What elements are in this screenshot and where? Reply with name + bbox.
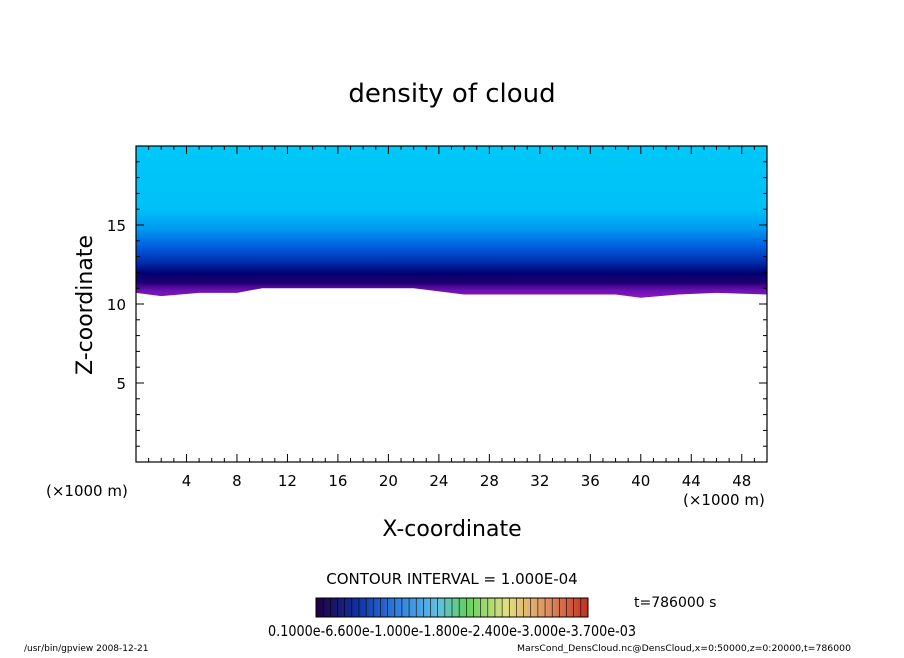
x-tick-label: 24 <box>429 472 448 490</box>
y-tick-label: 10 <box>107 296 126 314</box>
time-label: t=786000 s <box>634 595 716 611</box>
footer-right: MarsCond_DensCloud.nc@DensCloud,x=0:5000… <box>517 644 851 654</box>
x-tick-label: 40 <box>631 472 650 490</box>
cloud-density-field <box>136 146 767 298</box>
x-tick-label: 12 <box>278 472 297 490</box>
footer-left: /usr/bin/gpview 2008-12-21 <box>24 644 148 654</box>
chart-title: density of cloud <box>348 79 555 109</box>
x-axis-label: X-coordinate <box>382 517 521 542</box>
x-tick-label: 20 <box>379 472 398 490</box>
x-axis-unit-left: (×1000 m) <box>46 482 128 500</box>
plot-area <box>136 146 767 298</box>
colorbar-contour-lines <box>322 598 582 617</box>
y-axis-ticks: 5 10 15 <box>107 161 767 447</box>
x-tick-label: 48 <box>732 472 751 490</box>
x-axis-ticks: 4 8 12 16 20 24 28 32 36 40 44 48 <box>148 146 755 490</box>
y-tick-label: 15 <box>107 217 126 235</box>
colorbar-tick-labels: 0.1000e-6.600e-1.000e-1.800e-2.400e-3.00… <box>268 622 636 640</box>
contour-interval-label: CONTOUR INTERVAL = 1.000E-04 <box>326 570 577 588</box>
y-axis-label: Z-coordinate <box>73 235 98 375</box>
x-tick-label: 16 <box>328 472 347 490</box>
x-tick-label: 36 <box>581 472 600 490</box>
x-tick-label: 44 <box>682 472 701 490</box>
x-axis-unit-right: (×1000 m) <box>683 491 765 509</box>
x-tick-label: 4 <box>182 472 192 490</box>
x-tick-label: 8 <box>232 472 242 490</box>
y-tick-label: 5 <box>116 375 126 393</box>
x-tick-label: 28 <box>480 472 499 490</box>
x-tick-label: 32 <box>530 472 549 490</box>
